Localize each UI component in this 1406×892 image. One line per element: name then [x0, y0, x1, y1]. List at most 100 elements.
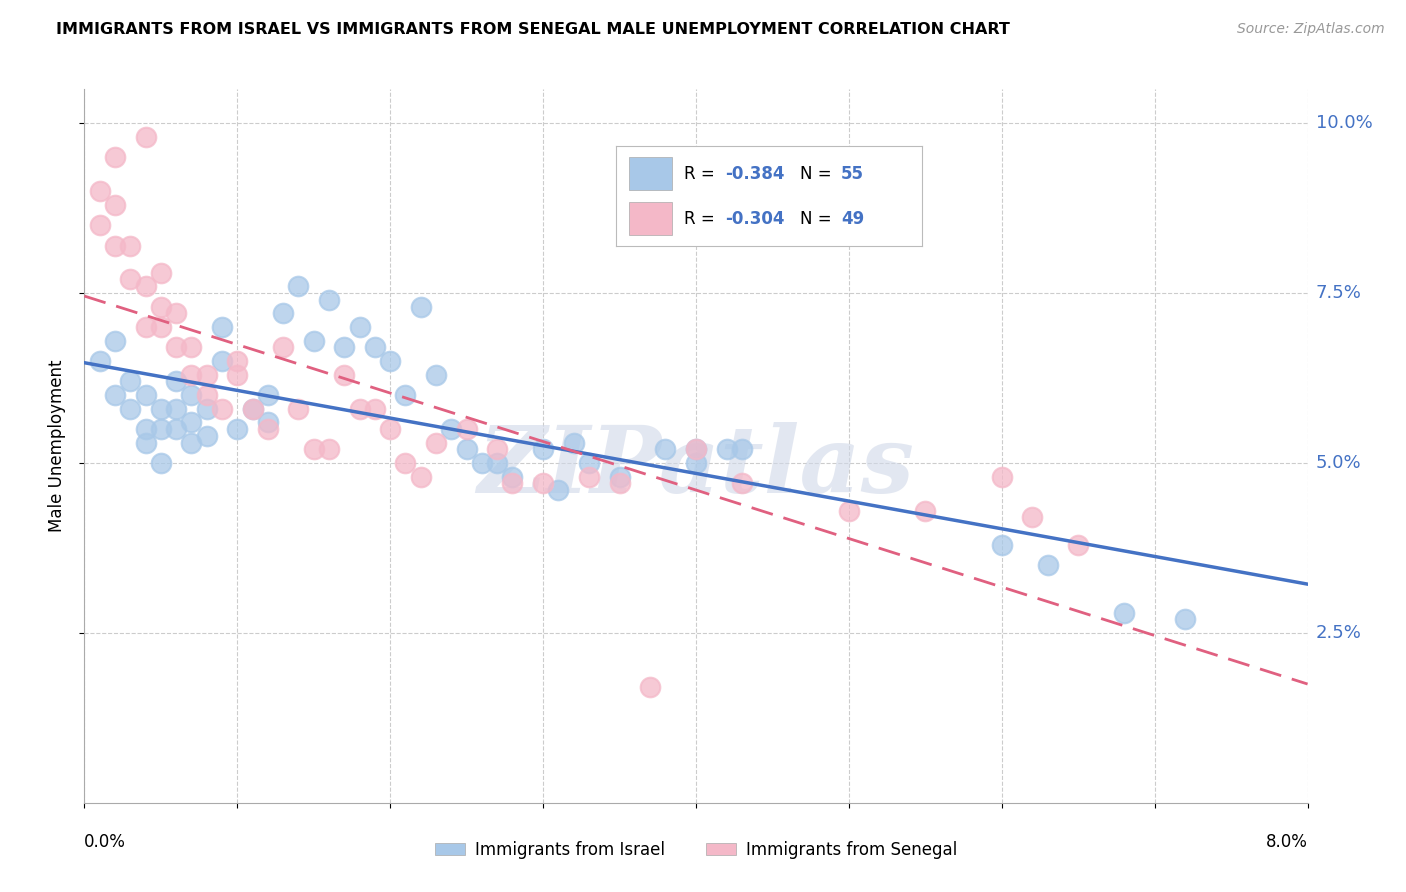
- Text: 7.5%: 7.5%: [1316, 284, 1362, 302]
- Point: [425, 368, 447, 382]
- Point: [120, 401, 142, 416]
- Point: [1174, 612, 1197, 626]
- Point: [654, 442, 676, 457]
- Point: [104, 388, 127, 402]
- Y-axis label: Male Unemployment: Male Unemployment: [48, 359, 66, 533]
- Point: [609, 476, 631, 491]
- Point: [318, 442, 340, 457]
- Point: [914, 503, 936, 517]
- Point: [531, 442, 554, 457]
- Point: [120, 238, 142, 252]
- Text: Source: ZipAtlas.com: Source: ZipAtlas.com: [1237, 22, 1385, 37]
- Point: [120, 375, 142, 389]
- Text: 2.5%: 2.5%: [1316, 624, 1362, 642]
- Point: [165, 375, 187, 389]
- FancyBboxPatch shape: [628, 202, 672, 235]
- Point: [409, 469, 432, 483]
- Point: [195, 401, 218, 416]
- Point: [226, 368, 249, 382]
- Text: 0.0%: 0.0%: [84, 833, 127, 851]
- Point: [135, 422, 157, 436]
- Text: 55: 55: [841, 165, 865, 183]
- Point: [486, 456, 509, 470]
- Point: [685, 456, 707, 470]
- Point: [638, 680, 661, 694]
- Point: [685, 442, 707, 457]
- Text: N =: N =: [800, 165, 837, 183]
- Point: [471, 456, 494, 470]
- Point: [135, 435, 157, 450]
- Point: [287, 401, 309, 416]
- Point: [104, 198, 127, 212]
- Point: [149, 422, 172, 436]
- Point: [226, 422, 249, 436]
- Point: [685, 442, 707, 457]
- Text: -0.304: -0.304: [725, 210, 785, 227]
- Point: [135, 279, 157, 293]
- Point: [409, 300, 432, 314]
- Point: [333, 368, 356, 382]
- Text: 49: 49: [841, 210, 865, 227]
- Point: [149, 456, 172, 470]
- Point: [104, 150, 127, 164]
- Point: [349, 401, 371, 416]
- Point: [226, 354, 249, 368]
- Point: [257, 388, 280, 402]
- Point: [609, 469, 631, 483]
- Point: [211, 401, 233, 416]
- Text: 8.0%: 8.0%: [1265, 833, 1308, 851]
- Point: [242, 401, 264, 416]
- Point: [456, 442, 478, 457]
- Point: [195, 429, 218, 443]
- Point: [531, 476, 554, 491]
- Legend: Immigrants from Israel, Immigrants from Senegal: Immigrants from Israel, Immigrants from …: [427, 835, 965, 866]
- Text: R =: R =: [683, 165, 720, 183]
- Point: [486, 442, 509, 457]
- Point: [380, 422, 402, 436]
- Point: [501, 469, 523, 483]
- Point: [180, 368, 202, 382]
- Point: [180, 388, 202, 402]
- Point: [165, 306, 187, 320]
- Text: N =: N =: [800, 210, 837, 227]
- Point: [180, 435, 202, 450]
- Point: [180, 341, 202, 355]
- Point: [1114, 606, 1136, 620]
- Point: [104, 238, 127, 252]
- Point: [1036, 558, 1059, 572]
- Point: [425, 435, 447, 450]
- Point: [180, 415, 202, 429]
- Point: [149, 401, 172, 416]
- Point: [165, 341, 187, 355]
- Point: [89, 184, 111, 198]
- Text: ZIPatlas: ZIPatlas: [478, 423, 914, 512]
- Point: [211, 354, 233, 368]
- Point: [990, 469, 1012, 483]
- Point: [104, 334, 127, 348]
- Point: [731, 442, 754, 457]
- Point: [302, 334, 325, 348]
- Text: 10.0%: 10.0%: [1316, 114, 1372, 132]
- Point: [731, 476, 754, 491]
- Point: [1021, 510, 1043, 524]
- Point: [89, 354, 111, 368]
- Text: R =: R =: [683, 210, 720, 227]
- Point: [287, 279, 309, 293]
- Point: [257, 415, 280, 429]
- Point: [271, 306, 294, 320]
- Point: [990, 537, 1012, 551]
- Point: [165, 422, 187, 436]
- Point: [333, 341, 356, 355]
- Text: -0.384: -0.384: [725, 165, 785, 183]
- Point: [394, 388, 416, 402]
- Point: [135, 320, 157, 334]
- Point: [120, 272, 142, 286]
- Point: [149, 300, 172, 314]
- Point: [195, 388, 218, 402]
- Point: [149, 320, 172, 334]
- Point: [578, 456, 600, 470]
- Point: [135, 129, 157, 144]
- Point: [501, 476, 523, 491]
- Point: [149, 266, 172, 280]
- Point: [318, 293, 340, 307]
